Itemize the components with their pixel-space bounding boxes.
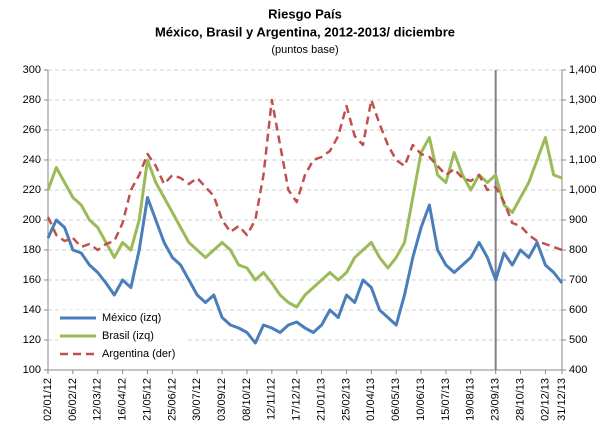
series-line <box>46 98 563 252</box>
x-tick-label: 03/09/12 <box>216 378 228 421</box>
legend-bg <box>58 328 188 344</box>
x-tick-label: 25/02/13 <box>340 378 352 421</box>
y2-tick-label: 900 <box>569 214 587 226</box>
y-tick-label: 240 <box>23 154 41 166</box>
x-tick-label: 21/01/13 <box>315 378 327 421</box>
x-tick-label: 06/02/12 <box>67 378 79 421</box>
chart-subtitle: México, Brasil y Argentina, 2012-2013/ d… <box>155 24 455 39</box>
y2-tick-label: 1,100 <box>569 154 597 166</box>
x-tick-label: 16/04/12 <box>117 378 129 421</box>
series-line <box>46 196 564 345</box>
x-tick-label: 23/09/13 <box>490 378 502 421</box>
y-tick-label: 180 <box>23 244 41 256</box>
y-tick-label: 160 <box>23 274 41 286</box>
y2-tick-label: 500 <box>569 334 587 346</box>
y-tick-label: 120 <box>23 334 41 346</box>
y-tick-label: 260 <box>23 124 41 136</box>
x-tick-label: 06/05/13 <box>390 378 402 421</box>
y-tick-label: 100 <box>23 364 41 376</box>
series-line <box>46 136 563 309</box>
x-tick-label: 17/12/12 <box>291 378 303 421</box>
unit-label: (puntos base) <box>271 44 338 56</box>
x-tick-label: 08/10/12 <box>241 378 253 421</box>
x-tick-label: 19/08/13 <box>465 378 477 421</box>
y-tick-label: 220 <box>23 184 41 196</box>
x-tick-label: 28/10/13 <box>514 378 526 421</box>
x-tick-label: 30/07/12 <box>191 378 203 421</box>
y-tick-label: 200 <box>23 214 41 226</box>
x-tick-label: 12/11/12 <box>266 378 278 420</box>
x-tick-label: 15/07/13 <box>440 378 452 421</box>
y2-tick-label: 700 <box>569 274 587 286</box>
y-tick-label: 140 <box>23 304 41 316</box>
x-tick-label: 21/05/12 <box>141 378 153 421</box>
legend-bg <box>58 310 188 326</box>
y-tick-label: 300 <box>23 64 41 76</box>
legend-label: Brasil (izq) <box>102 330 154 342</box>
y2-tick-label: 1,200 <box>569 124 597 136</box>
y2-tick-label: 1,400 <box>569 64 597 76</box>
x-tick-label: 01/04/13 <box>365 378 377 421</box>
legend-label: Argentina (der) <box>102 348 175 360</box>
y2-tick-label: 1,300 <box>569 94 597 106</box>
y2-tick-label: 800 <box>569 244 587 256</box>
x-tick-label: 10/06/13 <box>415 378 427 421</box>
x-tick-label: 12/03/12 <box>92 378 104 421</box>
y2-tick-label: 1,000 <box>569 184 597 196</box>
y2-tick-label: 400 <box>569 364 587 376</box>
y-tick-label: 280 <box>23 94 41 106</box>
y2-tick-label: 600 <box>569 304 587 316</box>
x-tick-label: 02/01/12 <box>42 378 54 421</box>
chart-title: Riesgo País <box>268 6 342 21</box>
legend-label: México (izq) <box>102 312 161 324</box>
x-tick-label: 31/12/13 <box>556 378 568 421</box>
x-tick-label: 02/12/13 <box>539 378 551 421</box>
legend-bg <box>58 346 188 362</box>
x-tick-label: 25/06/12 <box>166 378 178 421</box>
